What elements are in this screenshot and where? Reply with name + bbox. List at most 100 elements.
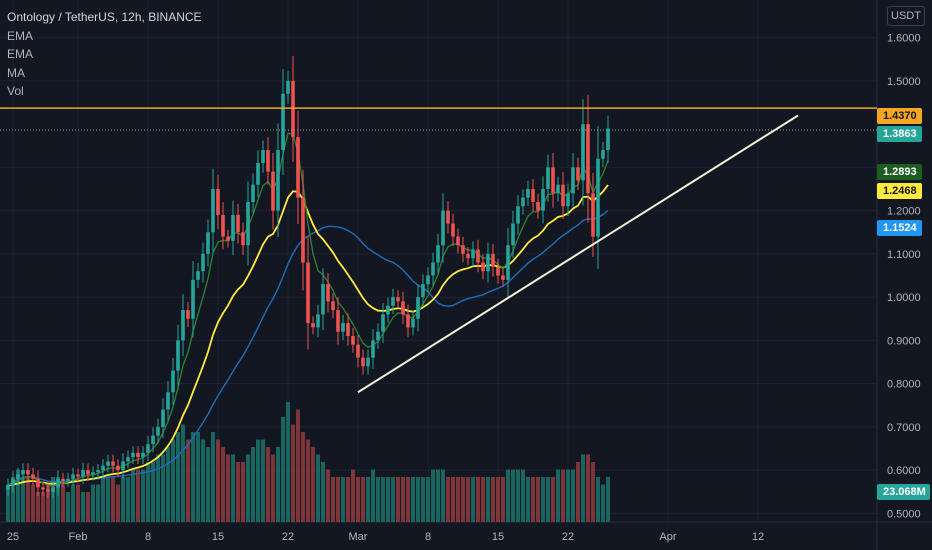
volume-bar	[146, 462, 150, 522]
candle-body	[406, 314, 410, 328]
volume-bar	[386, 477, 390, 522]
volume-bar	[551, 477, 555, 522]
volume-bar	[481, 477, 485, 522]
volume-bar	[456, 477, 460, 522]
volume-bar	[281, 417, 285, 522]
volume-bar	[371, 469, 375, 522]
symbol-title[interactable]: Ontology / TetherUS, 12h, BINANCE	[7, 10, 202, 24]
candle-body	[186, 310, 190, 319]
volume-bar	[571, 469, 575, 522]
legend-ma[interactable]: MA	[7, 65, 25, 80]
x-tick-label: Apr	[659, 531, 676, 543]
currency-button[interactable]: USDT	[887, 6, 925, 26]
volume-bar	[51, 477, 55, 522]
volume-bar	[526, 477, 530, 522]
candle-body	[151, 435, 155, 445]
candle-body	[521, 197, 525, 207]
candle-body	[281, 93, 285, 151]
support-trendline	[357, 114, 799, 394]
volume-bar	[66, 492, 70, 522]
candle-body	[11, 478, 15, 486]
candle-body	[606, 128, 610, 151]
candle-body	[571, 167, 575, 194]
volume-bar	[376, 477, 380, 522]
candle-body	[466, 253, 470, 259]
candle-body	[496, 266, 500, 276]
volume-bar	[251, 447, 255, 522]
volume-bar	[391, 477, 395, 522]
candle-body	[411, 318, 415, 328]
volume-bar	[591, 462, 595, 522]
candle-body	[441, 210, 445, 246]
volume-bar	[466, 477, 470, 522]
candle-body	[381, 314, 385, 332]
volume-bar	[516, 469, 520, 522]
volume-bar	[186, 439, 190, 522]
volume-bar	[181, 424, 185, 522]
volume-bar	[531, 477, 535, 522]
candle-body	[601, 150, 605, 159]
x-tick-label: 8	[425, 531, 431, 543]
volume-bar	[576, 462, 580, 522]
candle-body	[371, 340, 375, 358]
candle-body	[416, 297, 420, 319]
candle-body	[236, 214, 240, 233]
volume-bar	[326, 469, 330, 522]
candle-body	[561, 184, 565, 207]
volume-bar	[396, 477, 400, 522]
candle-body	[96, 470, 100, 473]
candle-body	[536, 201, 540, 211]
y-tick-label: 0.7000	[887, 422, 921, 434]
candle-body	[546, 167, 550, 189]
candle-body	[336, 310, 340, 332]
candle-body	[46, 489, 50, 492]
volume-bar	[171, 439, 175, 522]
candle-body	[146, 444, 150, 453]
volume-bar	[586, 454, 590, 522]
volume-bar	[401, 477, 405, 522]
volume-bar	[56, 477, 60, 522]
candle-body	[396, 297, 400, 302]
candle-body	[166, 392, 170, 410]
ema-fast-price-tag: 1.2893	[877, 164, 922, 180]
candle-body	[471, 249, 475, 259]
volume-bar	[231, 454, 235, 522]
y-tick-label: 1.6000	[887, 33, 921, 45]
volume-bar	[406, 477, 410, 522]
volume-bar	[41, 492, 45, 522]
volume-bar	[426, 477, 430, 522]
volume-bar	[536, 477, 540, 522]
legend-volume[interactable]: Vol	[7, 84, 24, 98]
candle-body	[36, 478, 40, 488]
volume-bar	[81, 492, 85, 522]
candle-body	[456, 236, 460, 246]
volume-bar	[441, 469, 445, 522]
volume-bar	[161, 454, 165, 522]
candle-body	[276, 150, 280, 211]
candle-body	[156, 426, 160, 436]
candle-body	[191, 279, 195, 319]
volume-bar	[246, 454, 250, 522]
candle-body	[101, 465, 105, 471]
volume-bar	[26, 477, 30, 522]
candle-body	[321, 284, 325, 315]
volume-bar	[141, 469, 145, 522]
volume-bar	[131, 469, 135, 522]
volume-bar	[541, 477, 545, 522]
legend-ema-slow[interactable]: EMA	[7, 47, 34, 61]
volume-bar	[91, 484, 95, 522]
volume-bar	[21, 477, 25, 522]
legend-ema-fast[interactable]: EMA	[7, 28, 34, 43]
candle-body	[476, 249, 480, 263]
candle-body	[136, 452, 140, 458]
volume-bar	[136, 469, 140, 522]
volume-bar	[361, 477, 365, 522]
volume-bar	[221, 447, 225, 522]
volume-bar	[521, 469, 525, 522]
candle-body	[196, 271, 200, 280]
candle-body	[586, 124, 590, 194]
volume-bar	[241, 462, 245, 522]
candle-body	[361, 357, 365, 367]
volume-bar	[271, 454, 275, 522]
